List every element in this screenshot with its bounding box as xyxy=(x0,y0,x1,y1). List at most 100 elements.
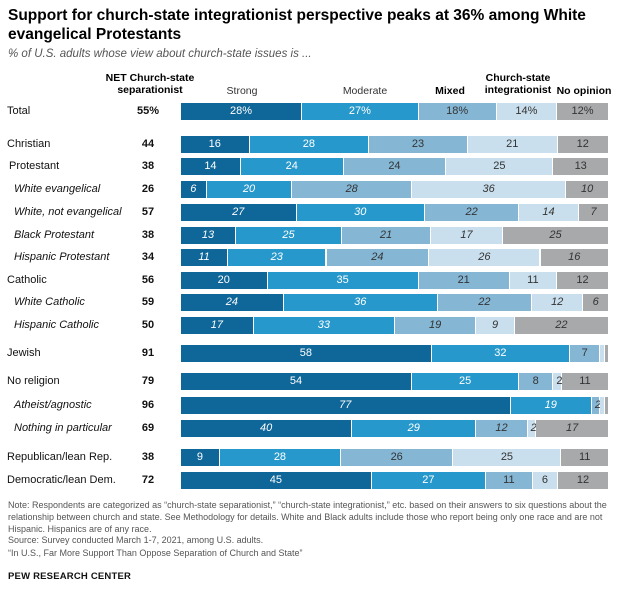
bar-segment-strong xyxy=(181,181,206,198)
bar-segment-strong xyxy=(181,420,352,437)
chart-source: Source: Survey conducted March 1-7, 2021… xyxy=(8,535,264,545)
bar-segment-label: 27 xyxy=(232,206,245,218)
bar-segment-label: 6 xyxy=(592,296,599,308)
bar-segment-label: 26 xyxy=(478,251,491,263)
bar-segment-no-opinion xyxy=(566,181,608,198)
bar-segment-label: 27% xyxy=(348,105,371,117)
bar-segment-integrationist xyxy=(532,472,558,489)
bar-segment-label: 36 xyxy=(482,183,495,195)
bar-segment-label: 35 xyxy=(336,274,349,286)
bar-segment-moderate xyxy=(510,397,591,414)
net-separationist-value: 55% xyxy=(136,105,160,117)
header-no-opinion: No opinion xyxy=(556,85,612,97)
bar-segment-mixed xyxy=(418,272,509,289)
bar-segment-no-opinion xyxy=(583,294,608,311)
bar-segment-label: 13 xyxy=(201,229,215,241)
bar-segment-label: 36 xyxy=(354,296,367,308)
chart-title: Support for church-state integrationist … xyxy=(8,7,586,43)
pew-brand: PEW RESEARCH CENTER xyxy=(8,571,132,582)
row-label: Black Protestant xyxy=(14,229,95,241)
chart-citation: “In U.S., Far More Support Than Oppose S… xyxy=(8,548,303,558)
bar-segment-label: 23 xyxy=(270,251,283,263)
bar-segment-no-opinion xyxy=(579,204,608,221)
bar-segment-moderate xyxy=(267,272,418,289)
header-integrationist: Church-state integrationist xyxy=(484,72,552,96)
bar-segment-integrationist xyxy=(496,103,557,120)
net-separationist-value: 72 xyxy=(141,474,155,486)
bar-segment-mixed xyxy=(425,204,519,221)
bar-segment-label: 16 xyxy=(208,138,221,150)
net-separationist-value: 38 xyxy=(141,451,155,463)
bar-segment-integrationist xyxy=(431,227,502,244)
bar-segment-strong xyxy=(181,272,267,289)
row-label: Protestant xyxy=(9,160,60,172)
bar-segment-no-opinion xyxy=(558,472,608,489)
bar-segment-label: 13 xyxy=(574,160,587,172)
bar-segment-label: 17 xyxy=(565,422,579,434)
header-net: NET Church-state separationist xyxy=(105,72,195,96)
bar-segment-label: 11 xyxy=(578,451,591,463)
bar-segment-label: 2 xyxy=(530,422,537,434)
bar-segment-no-opinion xyxy=(604,397,608,414)
row-label: No religion xyxy=(7,375,60,387)
bar-segment-label: 24 xyxy=(371,251,384,263)
bar-segment-label: 7 xyxy=(590,206,597,218)
chart-subtitle: % of U.S. adults whose view about church… xyxy=(8,48,312,60)
bar-segment-no-opinion xyxy=(514,317,608,334)
row-label: Hispanic Catholic xyxy=(14,319,99,331)
bar-segment-no-opinion xyxy=(536,420,608,437)
bar-segment-mixed xyxy=(341,449,453,466)
bar-segment-mixed xyxy=(486,472,532,489)
bar-segment-label: 25 xyxy=(549,229,562,241)
header-mixed: Mixed xyxy=(435,85,465,97)
bar-segment-integrationist xyxy=(446,158,553,175)
bar-segment-label: 24 xyxy=(388,160,401,172)
bar-segment-label: 77 xyxy=(339,399,352,411)
row-label: Total xyxy=(7,105,31,117)
row-label: Christian xyxy=(7,138,51,150)
bar-segment-mixed xyxy=(591,397,600,414)
net-separationist-value: 38 xyxy=(141,229,155,241)
bar-segment-label: 58 xyxy=(299,347,312,359)
bar-segment-mixed xyxy=(570,345,600,362)
bar-segment-label: 12 xyxy=(576,274,589,286)
bar-segment-no-opinion xyxy=(553,158,608,175)
net-separationist-value: 38 xyxy=(141,160,155,172)
row-label: Jewish xyxy=(7,347,41,359)
bar-segment-integrationist xyxy=(453,449,561,466)
bar-segment-integrationist xyxy=(429,249,540,266)
bar-segment-moderate xyxy=(249,136,369,153)
bar-segment-strong xyxy=(181,397,510,414)
bar-segment-label: 2 xyxy=(556,375,563,387)
bar-segment-label: 21 xyxy=(506,138,519,150)
bar-segment-label: 33 xyxy=(317,319,331,331)
bar-segment-integrationist xyxy=(532,294,583,311)
bar-segment-moderate xyxy=(206,181,292,198)
bar-segment-label: 12 xyxy=(576,474,590,486)
bar-segment-label: 16 xyxy=(568,251,581,263)
header-moderate: Moderate xyxy=(342,85,388,97)
bar-segment-moderate xyxy=(431,345,569,362)
bar-segment-no-opinion xyxy=(557,272,608,289)
bar-segment-strong xyxy=(181,449,219,466)
row-label: Democratic/lean Dem. xyxy=(7,474,116,486)
bar-segment-label: 22 xyxy=(555,319,568,331)
row-label: Atheist/agnostic xyxy=(14,399,92,411)
row-label: Catholic xyxy=(7,274,47,286)
bar-segment-label: 26 xyxy=(390,451,403,463)
bar-segment-strong xyxy=(181,373,412,390)
bar-segment-strong xyxy=(181,227,236,244)
bar-segment-label: 9 xyxy=(196,451,203,463)
bar-segment-strong xyxy=(181,136,249,153)
row-label: White evangelical xyxy=(14,183,101,195)
row-label: Republican/lean Rep. xyxy=(7,451,113,463)
bar-segment-strong xyxy=(181,204,296,221)
bar-segment-integrationist xyxy=(476,317,514,334)
bar-segment-label: 6 xyxy=(541,474,548,486)
header-strong: Strong xyxy=(226,85,258,97)
bar-segment-moderate xyxy=(371,472,486,489)
bar-segment-label: 12 xyxy=(495,422,508,434)
bar-segment-no-opinion xyxy=(604,345,608,362)
bar-segment-mixed xyxy=(369,136,467,153)
net-separationist-value: 34 xyxy=(141,251,155,263)
